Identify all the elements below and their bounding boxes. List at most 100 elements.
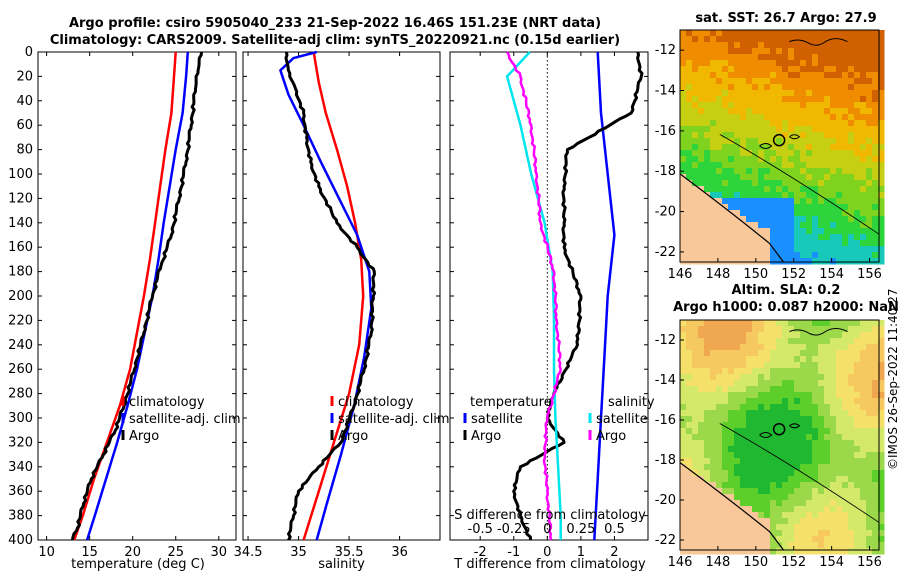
sla-map-pixel — [704, 536, 711, 543]
sla-map-pixel — [764, 398, 771, 405]
sst-map-pixel — [848, 54, 855, 61]
sla-map-pixel — [782, 542, 789, 549]
sst-map-pixel — [836, 186, 843, 193]
sst-map-pixel — [848, 156, 855, 163]
sla-map-pixel — [752, 488, 759, 495]
sla-map-pixel — [872, 524, 879, 531]
sla-map-pixel — [842, 362, 849, 369]
sst-map-pixel — [872, 36, 879, 43]
sla-map-pixel — [758, 500, 765, 507]
sla-map-pixel — [818, 536, 825, 543]
sst-map-pixel — [800, 108, 807, 115]
sla-map-pixel — [716, 500, 723, 507]
sla-map-pixel — [812, 518, 819, 525]
sst-map-pixel — [764, 114, 771, 121]
sst-map-pixel — [752, 42, 759, 49]
sst-map-pixel — [746, 108, 753, 115]
temperature-argo-diff-line — [512, 51, 644, 541]
sst-map-pixel — [812, 222, 819, 229]
sst-map-pixel — [716, 96, 723, 103]
sst-map-pixel — [752, 54, 759, 61]
sla-map-pixel — [710, 356, 717, 363]
sst-map-pixel — [698, 210, 705, 217]
sla-map-pixel — [878, 338, 885, 345]
sst-map-pixel — [782, 258, 789, 265]
sst-map-pixel — [734, 240, 741, 247]
sst-map-pixel — [848, 150, 855, 157]
sla-map-pixel — [860, 512, 867, 519]
sla-map-pixel — [782, 332, 789, 339]
sst-map-pixel — [812, 144, 819, 151]
depth-tick-label: 400 — [8, 533, 33, 548]
sla-map-pixel — [818, 452, 825, 459]
sla-map-pixel — [752, 386, 759, 393]
sla-map-pixel — [812, 356, 819, 363]
sla-map-pixel — [734, 350, 741, 357]
sst-map-pixel — [686, 180, 693, 187]
sst-map-pixel — [866, 246, 873, 253]
sst-map-pixel — [704, 162, 711, 169]
sla-map-pixel — [758, 404, 765, 411]
sst-map-pixel — [764, 96, 771, 103]
sla-map-pixel — [758, 548, 765, 555]
sla-map-pixel — [710, 434, 717, 441]
sla-map-pixel — [716, 476, 723, 483]
sla-map-pixel — [866, 440, 873, 447]
sst-map-pixel — [686, 30, 693, 37]
sst-map-pixel — [830, 174, 837, 181]
sla-map-pixel — [806, 530, 813, 537]
sla-map-pixel — [824, 500, 831, 507]
sst-map-pixel — [794, 54, 801, 61]
sla-map-pixel — [872, 530, 879, 537]
sla-map-pixel — [686, 428, 693, 435]
sla-map-pixel — [824, 518, 831, 525]
sla-map-pixel — [806, 488, 813, 495]
sla-map-pixel — [878, 464, 885, 471]
sla-map-pixel — [788, 440, 795, 447]
sst-map-reef-contour — [719, 134, 880, 235]
sla-map-pixel — [812, 392, 819, 399]
sla-map-pixel — [716, 362, 723, 369]
sla-map-pixel — [704, 464, 711, 471]
sla-map-pixel — [680, 506, 687, 513]
sla-map-pixel — [734, 344, 741, 351]
sla-map-pixel — [704, 404, 711, 411]
sla-map-pixel — [830, 488, 837, 495]
sla-map-pixel — [722, 344, 729, 351]
sla-map-pixel — [734, 398, 741, 405]
sst-map-pixel — [794, 192, 801, 199]
sla-map-pixel — [782, 380, 789, 387]
sla-map-pixel — [824, 398, 831, 405]
sst-map-pixel — [866, 90, 873, 97]
sla-map-pixel — [758, 320, 765, 327]
sla-map-pixel — [770, 476, 777, 483]
sst-map-pixel — [836, 48, 843, 55]
sla-map-pixel — [770, 494, 777, 501]
sst-map-pixel — [740, 114, 747, 121]
sst-map-pixel — [824, 210, 831, 217]
sst-map-pixel — [728, 36, 735, 43]
sla-map-pixel — [704, 344, 711, 351]
sst-map-pixel — [746, 114, 753, 121]
sla-map-pixel — [830, 422, 837, 429]
sla-map-lon-tick-label: 150 — [743, 555, 768, 570]
sst-map-pixel — [782, 234, 789, 241]
sst-map-pixel — [806, 258, 813, 265]
sst-map-pixel — [854, 84, 861, 91]
sla-map-pixel — [854, 362, 861, 369]
sla-map-pixel — [740, 548, 747, 555]
sla-map-lon-tick-label: 156 — [857, 555, 882, 570]
sla-map-pixel — [860, 458, 867, 465]
sla-map-pixel — [848, 440, 855, 447]
sst-map-pixel — [800, 162, 807, 169]
sst-map-pixel — [830, 60, 837, 67]
sla-map-pixel — [818, 422, 825, 429]
sst-map-pixel — [746, 258, 753, 265]
sla-map-pixel — [758, 380, 765, 387]
sst-map-pixel — [710, 198, 717, 205]
sla-map-pixel — [704, 440, 711, 447]
sla-map-pixel — [692, 446, 699, 453]
sla-map-pixel — [866, 434, 873, 441]
sst-map-pixel — [854, 138, 861, 145]
sla-map-pixel — [692, 416, 699, 423]
